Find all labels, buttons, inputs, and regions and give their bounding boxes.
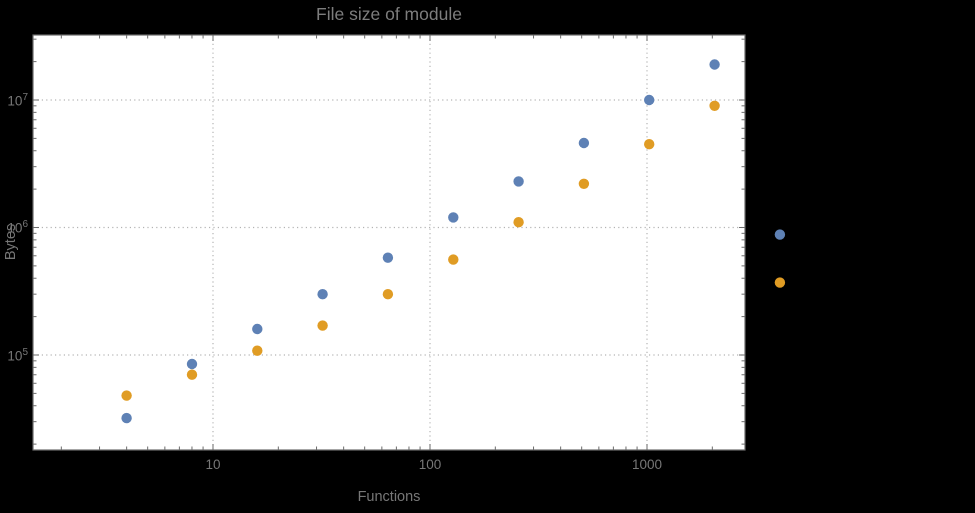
data-point-series-orange [709,100,720,112]
chart-title: File size of module [316,4,462,24]
data-point-series-orange [448,254,459,265]
x-tick-label-1000: 1000 [631,457,663,472]
data-point-series-orange [644,139,655,150]
data-point-series-orange [578,178,590,189]
y-tick-label-1e7: 107 [7,91,28,109]
y-tick-label-1e5: 105 [7,346,28,364]
plot-area [33,35,745,450]
data-point-series-blue [382,252,394,263]
data-point-series-orange [382,289,394,300]
x-axis-label: Functions [357,489,421,505]
data-point-series-blue [448,212,459,223]
data-point-series-blue [644,94,655,106]
data-point-series-blue [317,289,328,300]
plot-frame [32,34,746,451]
data-point-series-orange [121,390,132,401]
data-point-series-orange [513,217,524,228]
x-tick-label-10: 10 [205,457,221,472]
x-tick-label-100: 100 [418,457,442,472]
data-point-series-blue [774,229,786,240]
data-point-series-orange [774,277,786,288]
data-point-series-orange [252,345,263,356]
data-point-series-blue [513,176,524,187]
data-point-series-blue [121,412,132,424]
data-point-series-orange [317,320,328,331]
data-point-series-blue [709,59,720,70]
data-point-series-blue [186,358,198,370]
data-point-series-blue [578,137,590,149]
y-tick-label-1e6: 106 [7,218,28,236]
data-point-series-blue [252,323,263,335]
data-point-series-orange [186,369,198,380]
